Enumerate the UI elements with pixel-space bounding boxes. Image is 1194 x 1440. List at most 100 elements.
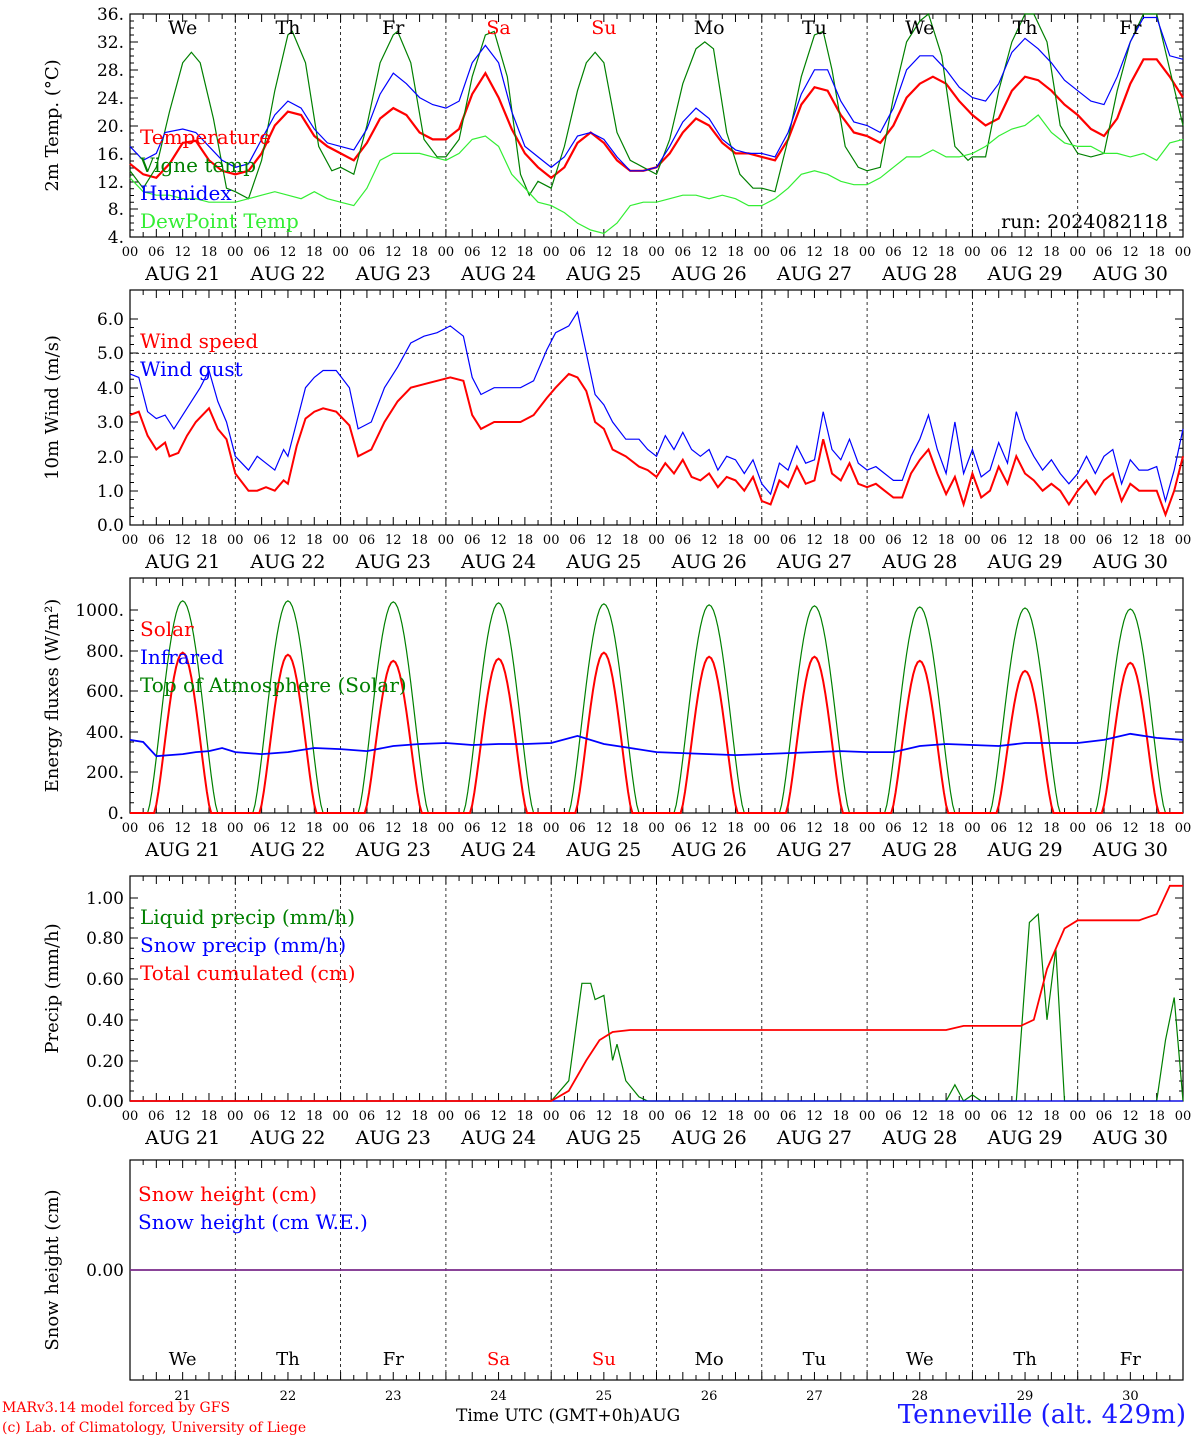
model-credit: MARv3.14 model forced by GFS [2, 1400, 231, 1416]
hour-label: 18 [1043, 821, 1060, 836]
legend-entry: Wind speed [140, 329, 258, 353]
series-line-solar [130, 651, 1183, 814]
legend-entry: Top of Atmosphere (Solar) [140, 673, 407, 697]
hour-label: 18 [1043, 533, 1060, 548]
series-line-humidex [129, 16, 1184, 172]
hour-label: 18 [833, 1109, 850, 1124]
y-tick-label: 4.0 [97, 379, 124, 399]
hour-label: 18 [1148, 245, 1165, 260]
hour-label: 12 [1122, 821, 1139, 836]
y-tick-label: 4. [108, 228, 124, 248]
hour-label: 18 [938, 245, 955, 260]
hour-label: 12 [806, 533, 823, 548]
date-label: AUG 25 [565, 1127, 641, 1149]
legend-entry: Snow height (cm) [138, 1182, 317, 1206]
hour-label: 06 [148, 821, 165, 836]
weekday-label: Mo [695, 1349, 724, 1370]
date-label: AUG 23 [355, 839, 431, 861]
y-tick-label: 20. [97, 117, 124, 137]
day-number-label: 28 [911, 1389, 928, 1404]
hour-label: 00 [332, 533, 349, 548]
y-axis-label: 10m Wind (m/s) [42, 335, 63, 480]
date-label: AUG 28 [881, 1127, 957, 1149]
hour-label: 06 [253, 1109, 270, 1124]
hour-label: 18 [306, 821, 323, 836]
legend-entry: Humidex [140, 181, 232, 205]
legend-entry: Snow precip (mm/h) [140, 933, 346, 957]
date-label: AUG 25 [565, 551, 641, 573]
hour-label: 06 [990, 821, 1007, 836]
y-tick-label: 0.00 [86, 1092, 124, 1112]
hour-label: 00 [1069, 1109, 1086, 1124]
hour-label: 00 [543, 533, 560, 548]
hour-label: 06 [464, 533, 481, 548]
legend-entry: Liquid precip (mm/h) [140, 905, 355, 929]
date-label: AUG 24 [460, 263, 536, 285]
y-tick-label: 200. [86, 763, 124, 783]
lab-credit: (c) Lab. of Climatology, University of L… [2, 1420, 307, 1436]
series-line-liquid-precip-mm-h- [130, 912, 1184, 1102]
y-tick-label: 600. [86, 682, 124, 702]
hour-label: 06 [780, 1109, 797, 1124]
series-line-wind-gust [129, 310, 1184, 504]
hour-label: 18 [411, 1109, 428, 1124]
hour-label: 18 [1148, 821, 1165, 836]
hour-label: 06 [990, 1109, 1007, 1124]
weekday-label: Sa [486, 17, 510, 39]
hour-label: 00 [859, 1109, 876, 1124]
day-number-label: 24 [490, 1389, 507, 1404]
hour-label: 06 [569, 245, 586, 260]
weekday-label: Th [275, 17, 300, 39]
hour-label: 00 [122, 1109, 139, 1124]
date-label: AUG 30 [1092, 263, 1168, 285]
hour-label: 12 [596, 245, 613, 260]
hour-label: 00 [122, 533, 139, 548]
hour-label: 06 [675, 245, 692, 260]
hour-label: 06 [675, 533, 692, 548]
hour-label: 00 [227, 821, 244, 836]
weekday-label: Su [591, 17, 616, 39]
y-tick-label: 32. [97, 33, 124, 53]
hour-label: 06 [780, 245, 797, 260]
y-tick-label: 8. [108, 200, 124, 220]
date-label: AUG 24 [460, 1127, 536, 1149]
hour-label: 00 [438, 821, 455, 836]
y-tick-label: 0.0 [97, 516, 124, 536]
weekday-label: Fr [1119, 17, 1142, 39]
hour-label: 00 [964, 821, 981, 836]
date-label: AUG 29 [986, 551, 1062, 573]
legend-entry: Infrared [140, 645, 224, 669]
series-line-wind-speed [129, 372, 1184, 518]
hour-label: 06 [253, 821, 270, 836]
y-tick-label: 400. [86, 723, 124, 743]
hour-label: 06 [359, 821, 376, 836]
hour-label: 00 [332, 245, 349, 260]
y-tick-label: 3.0 [97, 413, 124, 433]
day-number-label: 26 [701, 1389, 718, 1404]
hour-label: 12 [174, 1109, 191, 1124]
hour-label: 18 [201, 245, 218, 260]
hour-label: 06 [253, 533, 270, 548]
hour-label: 18 [833, 533, 850, 548]
y-tick-label: 800. [86, 642, 124, 662]
hour-label: 00 [543, 245, 560, 260]
hour-label: 18 [306, 1109, 323, 1124]
weekday-label: Fr [1120, 1349, 1141, 1370]
hour-label: 18 [201, 1109, 218, 1124]
hour-label: 00 [438, 533, 455, 548]
date-label: AUG 25 [565, 263, 641, 285]
weekday-label: Th [1013, 1349, 1037, 1370]
hour-label: 00 [543, 821, 560, 836]
date-label: AUG 26 [671, 1127, 747, 1149]
hour-label: 06 [253, 245, 270, 260]
hour-label: 00 [754, 245, 771, 260]
hour-label: 12 [385, 821, 402, 836]
hour-label: 06 [569, 821, 586, 836]
date-label: AUG 29 [986, 839, 1062, 861]
hour-label: 00 [227, 245, 244, 260]
date-label: AUG 21 [144, 839, 220, 861]
hour-label: 12 [174, 821, 191, 836]
run-label: run: 2024082118 [1001, 211, 1168, 233]
weekday-label: Th [1013, 17, 1038, 39]
y-tick-label: 1.0 [97, 482, 124, 502]
